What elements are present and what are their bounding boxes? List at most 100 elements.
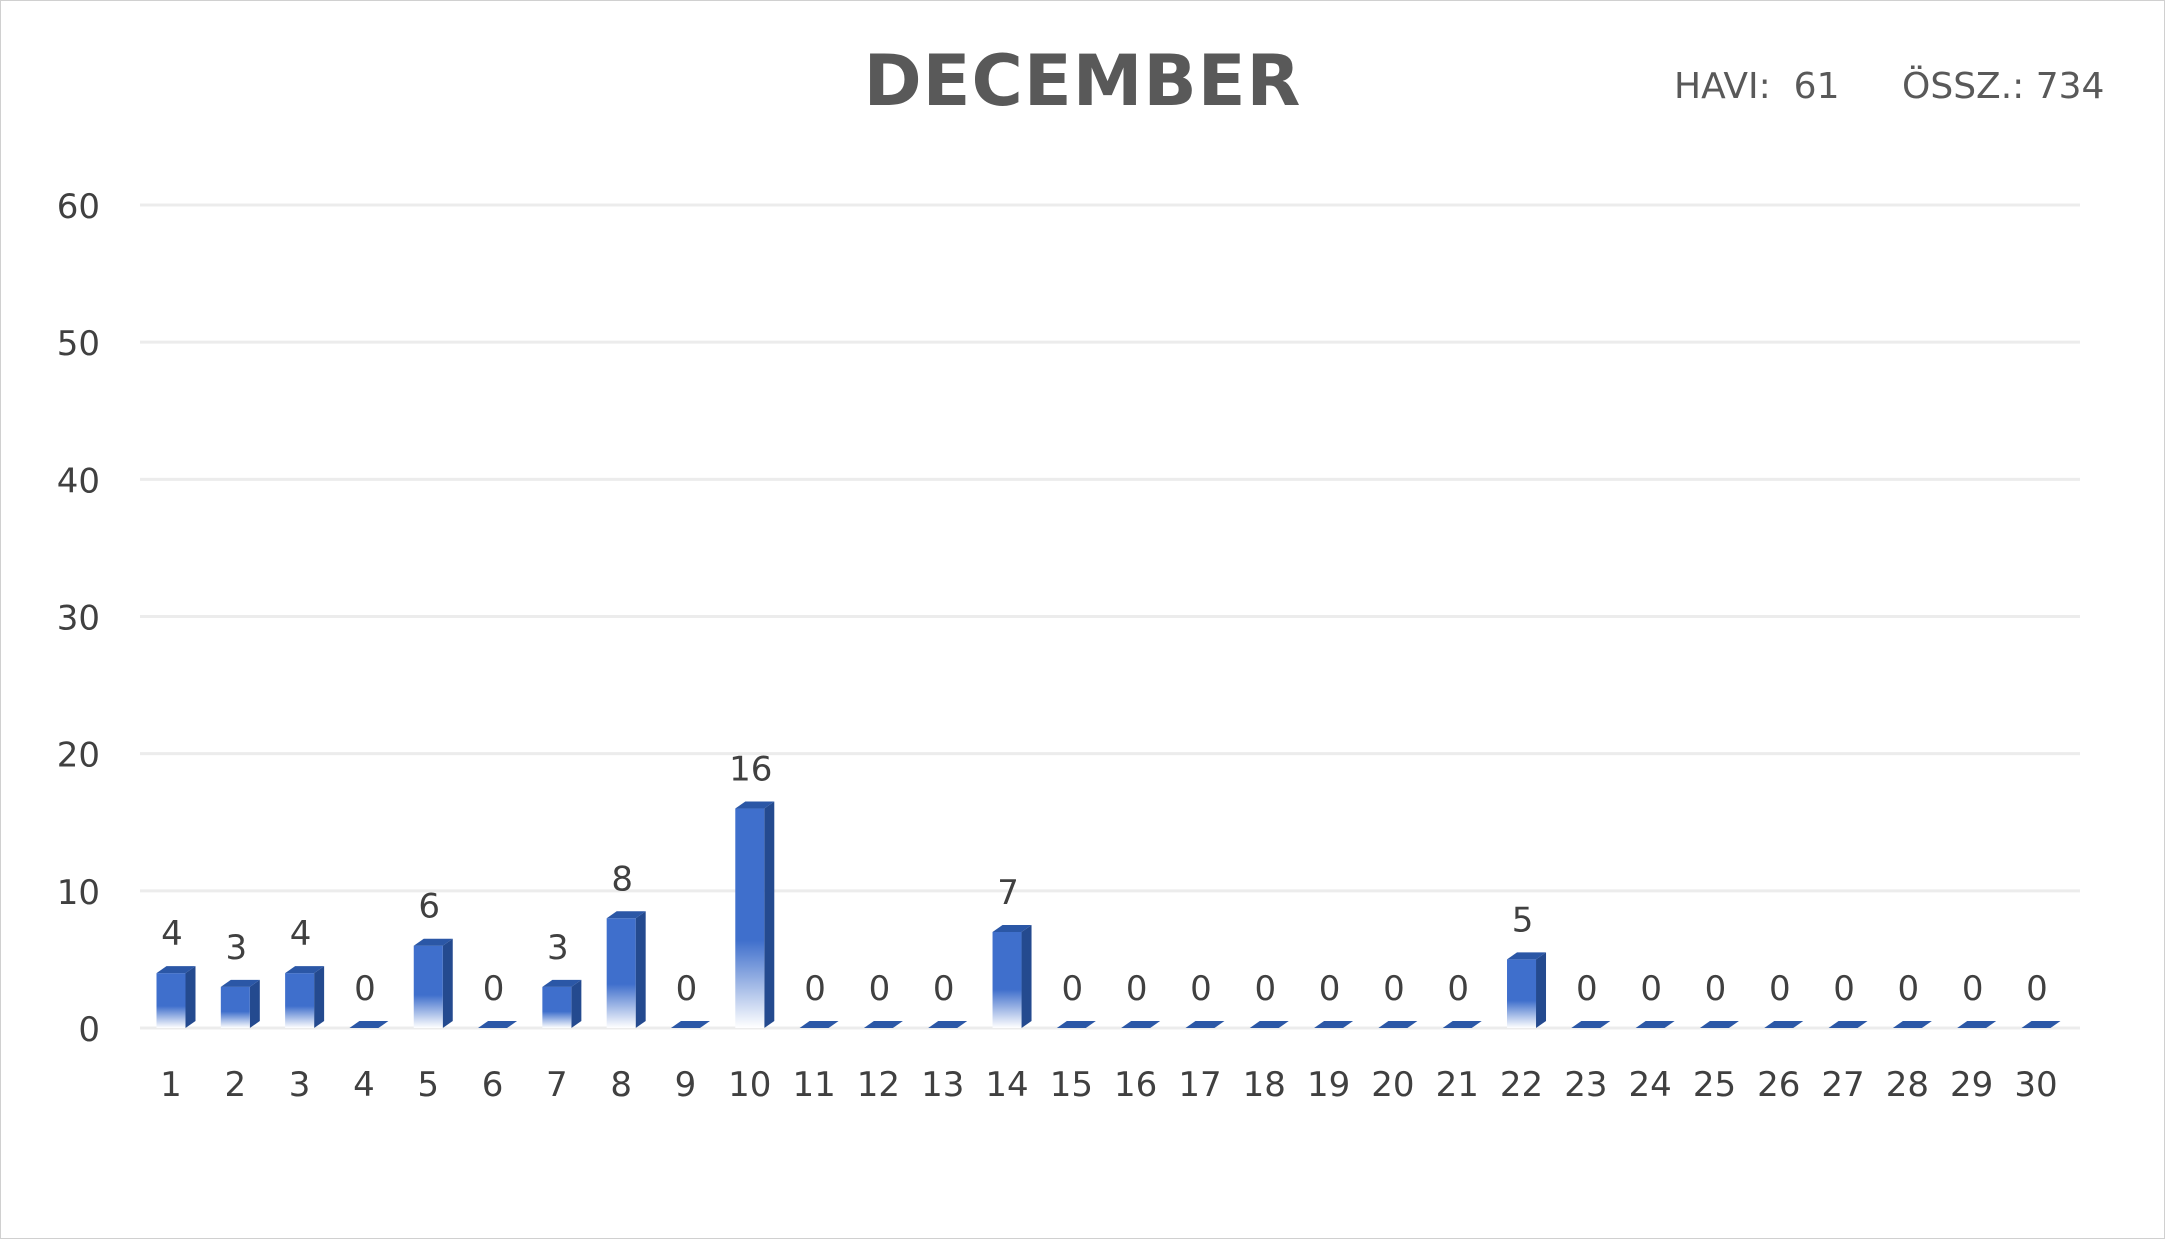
data-label: 0 [1254, 969, 1276, 1009]
y-tick-label: 30 [57, 599, 100, 639]
bar [1249, 1021, 1289, 1028]
data-label: 7 [997, 873, 1019, 913]
data-label: 0 [354, 969, 376, 1009]
x-tick-label: 7 [546, 1065, 568, 1105]
y-tick-label: 10 [57, 873, 100, 913]
monthly-total-value: 61 [1793, 66, 1840, 107]
y-tick-label: 50 [57, 324, 100, 364]
bar [1378, 1021, 1418, 1028]
data-label: 8 [611, 859, 633, 899]
bar [285, 966, 325, 1028]
bar [1892, 1021, 1932, 1028]
x-tick-label: 10 [728, 1065, 771, 1105]
x-tick-label: 19 [1307, 1065, 1350, 1105]
data-label: 0 [483, 969, 505, 1009]
data-label: 0 [1833, 969, 1855, 1009]
x-tick-label: 14 [985, 1065, 1028, 1105]
bar [1121, 1021, 1161, 1028]
y-tick-label: 40 [57, 461, 100, 501]
x-tick-label: 12 [857, 1065, 900, 1105]
x-tick-label: 11 [792, 1065, 835, 1105]
x-axis-ticks: 1 2 3 4 5 6 7 8 9 10 11 12 13 14 15 16 17 18 19 20 21 22 23 24 2… [160, 1065, 2057, 1105]
x-tick-label: 13 [921, 1065, 964, 1105]
bar [478, 1021, 518, 1028]
monthly-total: HAVI: 61 [1674, 66, 1839, 107]
x-tick-label: 26 [1757, 1065, 1800, 1105]
bar [1056, 1021, 1096, 1028]
bars [156, 801, 2061, 1028]
x-tick-label: 25 [1693, 1065, 1736, 1105]
bar [1764, 1021, 1804, 1028]
y-tick-label: 60 [57, 187, 100, 227]
x-tick-label: 4 [353, 1065, 375, 1105]
bar [992, 924, 1032, 1028]
bar [1571, 1021, 1611, 1028]
data-label: 6 [418, 887, 440, 927]
data-label: 0 [1383, 969, 1405, 1009]
bar [220, 979, 260, 1028]
data-labels: 4 3 4 0 6 0 3 8 0 16 0 0 0 7 0 0 0 0 0 0 0 5 0 0 0 0 0 0 0 0 [161, 750, 2048, 1009]
data-label: 4 [290, 914, 312, 954]
bar [2021, 1021, 2061, 1028]
data-label: 0 [804, 969, 826, 1009]
x-tick-label: 8 [610, 1065, 632, 1105]
x-tick-label: 1 [160, 1065, 182, 1105]
data-label: 16 [729, 750, 772, 790]
y-tick-label: 20 [57, 736, 100, 776]
x-tick-label: 21 [1436, 1065, 1479, 1105]
x-tick-label: 17 [1178, 1065, 1221, 1105]
monthly-total-label: HAVI: [1674, 66, 1771, 107]
bar [349, 1021, 389, 1028]
x-tick-label: 20 [1371, 1065, 1414, 1105]
y-axis-ticks: 0 10 20 30 40 50 60 [57, 187, 100, 1050]
x-tick-label: 30 [2014, 1065, 2057, 1105]
data-label: 3 [225, 928, 247, 968]
bar [542, 979, 582, 1028]
x-tick-label: 23 [1564, 1065, 1607, 1105]
data-label: 3 [547, 928, 569, 968]
bar [413, 938, 453, 1028]
bar [1635, 1021, 1675, 1028]
x-tick-label: 3 [289, 1065, 311, 1105]
overall-total-label: ÖSSZ.: [1902, 66, 2025, 107]
chart-title: DECEMBER [863, 40, 1302, 122]
data-label: 0 [1898, 969, 1920, 1009]
x-tick-label: 15 [1050, 1065, 1093, 1105]
data-label: 4 [161, 914, 183, 954]
x-tick-label: 5 [417, 1065, 439, 1105]
x-tick-label: 29 [1950, 1065, 1993, 1105]
x-tick-label: 22 [1500, 1065, 1543, 1105]
bar [1442, 1021, 1482, 1028]
data-label: 0 [1576, 969, 1598, 1009]
overall-total-value: 734 [2035, 66, 2105, 107]
bar [735, 801, 775, 1028]
x-tick-label: 28 [1886, 1065, 1929, 1105]
data-label: 0 [1190, 969, 1212, 1009]
bar [863, 1021, 903, 1028]
bar [1507, 952, 1547, 1028]
x-tick-label: 24 [1629, 1065, 1672, 1105]
data-label: 5 [1512, 900, 1534, 940]
data-label: 0 [1705, 969, 1727, 1009]
data-label: 0 [1319, 969, 1341, 1009]
bar [606, 911, 646, 1028]
data-label: 0 [2026, 969, 2048, 1009]
overall-total: ÖSSZ.: 734 [1902, 66, 2104, 107]
bar [1314, 1021, 1354, 1028]
bar [670, 1021, 710, 1028]
x-tick-label: 18 [1243, 1065, 1286, 1105]
data-label: 0 [1962, 969, 1984, 1009]
y-tick-label: 0 [78, 1010, 100, 1050]
x-tick-label: 9 [675, 1065, 697, 1105]
bar [928, 1021, 968, 1028]
bar [1185, 1021, 1225, 1028]
data-label: 0 [1640, 969, 1662, 1009]
x-tick-label: 27 [1821, 1065, 1864, 1105]
x-tick-label: 6 [482, 1065, 504, 1105]
bar [799, 1021, 839, 1028]
data-label: 0 [1126, 969, 1148, 1009]
x-tick-label: 2 [224, 1065, 246, 1105]
data-label: 0 [933, 969, 955, 1009]
data-label: 0 [869, 969, 891, 1009]
